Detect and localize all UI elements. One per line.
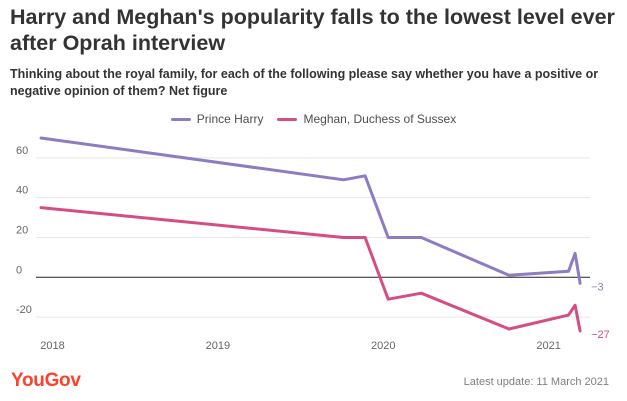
legend-label-prince-harry: Prince Harry	[196, 112, 264, 126]
x-tick-label-0: 2018	[40, 340, 64, 352]
chart-title: Harry and Meghan's popularity falls to t…	[10, 5, 615, 55]
y-tick-label-2: 20	[16, 224, 28, 236]
latest-update-note: Latest update: 11 March 2021	[463, 376, 609, 388]
series-layer	[39, 136, 582, 333]
legend-swatch-prince-harry	[170, 117, 191, 121]
y-tick-label-0: 60	[16, 145, 28, 157]
yougov-logo: YouGov	[11, 370, 81, 391]
series-line-meghan	[39, 206, 582, 333]
series-line-prince-harry	[39, 136, 582, 285]
y-tick-label-4: -20	[16, 304, 32, 316]
end-label-prince-harry: −3	[591, 281, 604, 293]
axis-layer: 60 40 20 0 -20 2018 2019 2020 2021	[16, 145, 561, 352]
chart-subtitle: Thinking about the royal family, for eac…	[10, 67, 599, 98]
grid-layer	[36, 157, 590, 318]
end-label-meghan: −27	[591, 329, 610, 341]
legend-label-meghan: Meghan, Duchess of Sussex	[303, 112, 457, 126]
x-tick-label-2: 2020	[371, 340, 395, 352]
end-label-layer: −3 −27	[591, 281, 610, 341]
chart-legend: Prince Harry Meghan, Duchess of Sussex	[0, 110, 627, 128]
legend-item-meghan[interactable]: Meghan, Duchess of Sussex	[277, 112, 456, 126]
y-tick-label-1: 40	[16, 185, 28, 197]
x-tick-label-1: 2019	[206, 340, 230, 352]
legend-item-prince-harry[interactable]: Prince Harry	[170, 112, 264, 126]
legend-swatch-meghan	[277, 117, 298, 121]
y-tick-label-3: 0	[16, 264, 22, 276]
x-tick-label-3: 2021	[536, 340, 560, 352]
